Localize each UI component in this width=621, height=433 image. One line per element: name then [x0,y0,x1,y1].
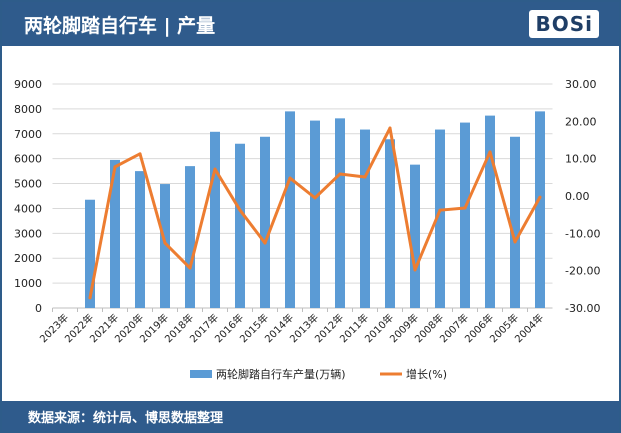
y-tick-label: 9000 [14,78,42,91]
y2-tick-label: 10.00 [565,153,597,166]
y-tick-label: 8000 [14,103,42,116]
y2-tick-label: -10.00 [565,227,600,240]
bar [185,166,195,308]
line-point [113,165,117,169]
y-tick-label: 5000 [14,178,42,191]
line-point [238,208,242,212]
bar [260,136,270,308]
bar [360,129,370,308]
line-point [313,196,317,200]
legend-bar-swatch [190,370,212,378]
bar [135,171,145,308]
bar [285,111,295,308]
footer-bar: 数据来源：统计局、博思数据整理 [2,401,619,431]
y-tick-label: 3000 [14,227,42,240]
bar [485,115,495,308]
bar [235,143,245,308]
bar [110,159,120,308]
line-point [138,152,142,156]
bar [335,118,345,308]
y-tick-label: 6000 [14,153,42,166]
bar [435,129,445,308]
y2-tick-label: 20.00 [565,115,597,128]
line-point [488,150,492,154]
line-point [338,172,342,176]
chart-title: 两轮脚踏自行车 | 产量 [24,15,216,37]
bar [210,131,220,308]
line-point [88,296,92,300]
line-point [188,266,192,270]
y-tick-label: 1000 [14,277,42,290]
line-point [388,126,392,130]
bar [385,139,395,308]
y-tick-label: 2000 [14,252,42,265]
y-tick-label: 7000 [14,128,42,141]
y-tick-label: 0 [35,302,42,315]
line-point [288,176,292,180]
line-point [213,167,217,171]
line-point [163,241,167,245]
line-point [463,206,467,210]
bar [310,120,320,308]
line-point [538,195,542,199]
title-bar: 两轮脚踏自行车 | 产量 BOSi [2,2,619,46]
line-point [363,175,367,179]
legend-line-label: 增长(%) [406,367,447,381]
legend-bar-label: 两轮脚踏自行车产量(万辆) [216,367,346,381]
brand-logo: BOSi [529,10,599,38]
bar [535,111,545,308]
line-point [263,241,267,245]
y2-tick-label: -20.00 [565,265,600,278]
y-tick-label: 4000 [14,202,42,215]
data-source: 数据来源：统计局、博思数据整理 [28,411,224,426]
line-point [513,240,517,244]
bar [410,164,420,308]
y2-tick-label: -30.00 [565,302,600,315]
bar [510,136,520,308]
bar [160,184,170,308]
y2-tick-label: 30.00 [565,78,597,91]
y2-tick-label: 0.00 [565,190,590,203]
bar [85,199,95,308]
bar [460,122,470,308]
line-point [413,268,417,272]
line-point [438,208,442,212]
